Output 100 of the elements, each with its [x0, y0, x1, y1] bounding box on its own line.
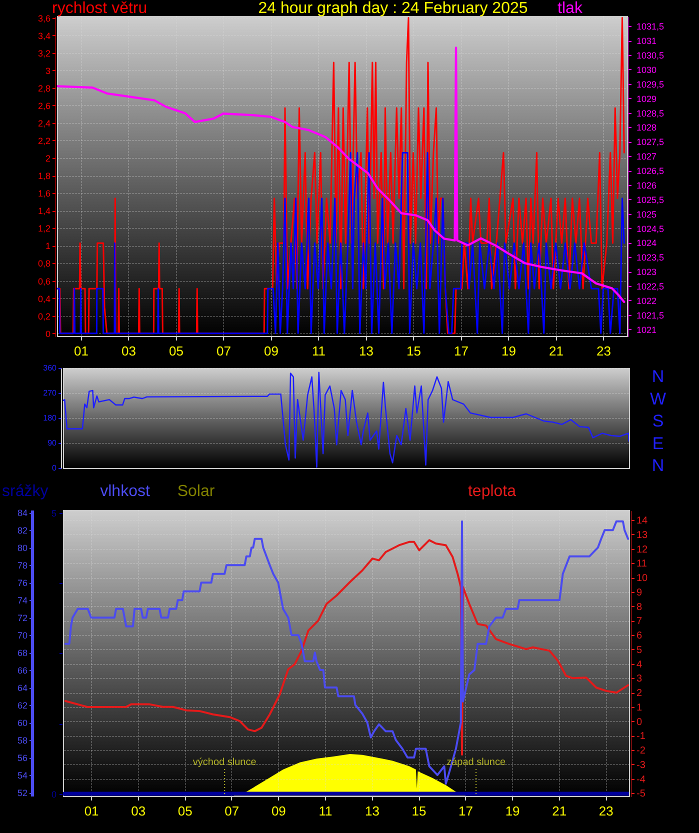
x-tick-label: 05: [178, 804, 192, 818]
y-tick-label: 180: [43, 414, 58, 422]
y-tick-label: 78: [17, 560, 28, 571]
y-axis-title: rychlost větru: [52, 0, 148, 17]
y2-tick-label: 1028,5: [636, 108, 664, 118]
x-tick-label: 11: [318, 804, 332, 818]
y3-axis-title: srážky: [2, 483, 48, 500]
y-tick-label: 56: [17, 753, 28, 764]
x-tick-label: 03: [122, 344, 136, 358]
y-tick-label: 90: [48, 438, 58, 448]
y-tick-label: 3: [45, 66, 50, 76]
line-series: [57, 17, 625, 334]
y-tick-label: 84: [17, 508, 28, 518]
x-tick-label: 09: [271, 804, 286, 818]
y2-tick-label: 1: [636, 702, 642, 714]
y-tick-label: 82: [17, 526, 28, 536]
y-tick-label: 58: [17, 736, 28, 746]
y-tick-label: 2: [45, 154, 50, 164]
y2-tick-label: 1031: [636, 36, 657, 46]
y-tick-label: 60: [17, 718, 28, 728]
y2-tick-label: 5: [636, 644, 642, 656]
y-tick-label: 2,2: [38, 136, 50, 146]
y2-tick-label: 1022: [636, 296, 657, 306]
y2-tick-label: 3: [636, 674, 642, 685]
y-tick-label: 2,4: [38, 118, 50, 128]
x-tick-label: 07: [216, 344, 231, 358]
y-tick-label: 66: [17, 666, 28, 676]
x-tick-label: 11: [312, 344, 326, 358]
y2-tick-label: 14: [636, 516, 648, 527]
y-tick-label: 80: [17, 543, 28, 554]
x-tick-label: 05: [169, 344, 184, 358]
y2-tick-label: 11: [636, 558, 648, 570]
y2-tick-label: 1021: [636, 324, 657, 335]
y-tick-label: 3,2: [38, 48, 50, 58]
y2-tick-label: 1025,5: [636, 194, 664, 205]
y2-axis-title: tlak: [558, 0, 584, 17]
y-tick-label: 2,6: [38, 100, 50, 111]
y-tick-label: 1,6: [38, 188, 50, 199]
y2-tick-label: 1022,5: [636, 282, 664, 292]
text: S: [652, 412, 664, 430]
y-tick-label: 3,6: [38, 13, 50, 24]
y2-tick-label: 1026,5: [636, 166, 664, 176]
y3-tick-label: 5: [51, 508, 56, 518]
x-tick-label: 01: [74, 344, 88, 358]
text: N: [652, 456, 664, 475]
y2-tick-label: 1029,5: [636, 79, 664, 90]
y-tick-label: 0,4: [38, 294, 50, 304]
y2-tick-label: 1021,5: [636, 310, 664, 320]
x-tick-label: 23: [596, 344, 611, 358]
x-tick-label: 21: [549, 344, 564, 358]
x-tick-label: 19: [502, 344, 516, 358]
chart-title: 24 hour graph day : 24 February 2025: [258, 0, 528, 17]
x-tick-label: 13: [364, 804, 380, 818]
y-tick-label: 3,4: [38, 30, 50, 41]
y-tick-label: 76: [17, 578, 28, 588]
y2-tick-label: 1024: [636, 238, 657, 248]
y-tick-label: 72: [17, 613, 28, 624]
text: N: [652, 367, 664, 386]
y2-tick-label: 0: [636, 716, 642, 728]
x-tick-label: 09: [264, 344, 278, 358]
x-tick-label: 23: [598, 804, 614, 818]
y2-tick-label: -3: [636, 760, 646, 771]
text: E: [652, 434, 664, 453]
y2-tick-label: 8: [636, 602, 642, 613]
line-series: [57, 46, 626, 304]
x-tick-label: 17: [454, 344, 468, 358]
y-tick-label: 2,8: [38, 83, 50, 94]
y2-tick-label: 1023: [636, 267, 657, 278]
y2-tick-label: 6: [636, 630, 642, 642]
y-tick-label: 62: [17, 700, 28, 711]
text: Solar: [177, 483, 216, 500]
y2-tick-label: 9: [636, 587, 642, 598]
y-tick-label: 360: [43, 364, 58, 372]
y-tick-label: 0: [45, 328, 50, 339]
y-tick-label: 270: [43, 388, 58, 398]
y-tick-label: 1,2: [38, 224, 50, 234]
y2-axis-title: teplota: [468, 483, 516, 500]
y2-tick-label: 7: [636, 616, 642, 628]
ref-line-label: východ slunce: [192, 757, 257, 768]
x-tick-label: 15: [412, 804, 426, 818]
y2-tick-label: 1028: [636, 122, 657, 133]
y-tick-label: 68: [17, 648, 28, 658]
x-tick-label: 13: [359, 344, 374, 358]
line-series: [64, 520, 629, 785]
y-tick-label: 1,4: [38, 206, 50, 216]
y2-tick-label: 12: [636, 544, 648, 556]
y2-tick-label: 1027,5: [636, 137, 664, 148]
x-tick-label: 03: [131, 804, 146, 818]
y-tick-label: 0,6: [38, 276, 50, 286]
y2-tick-label: 13: [636, 530, 648, 541]
y-tick-label: 0: [52, 464, 58, 472]
y2-tick-label: -2: [636, 746, 646, 757]
y2-tick-label: 1029: [636, 94, 657, 104]
y2-tick-label: 1031,5: [636, 22, 664, 32]
x-tick-label: 15: [406, 344, 421, 358]
y2-tick-label: -4: [636, 774, 646, 786]
y2-tick-label: 1030: [636, 64, 657, 75]
y-tick-label: 70: [17, 630, 28, 641]
x-tick-label: 07: [224, 804, 240, 818]
y2-tick-label: -5: [636, 788, 646, 800]
